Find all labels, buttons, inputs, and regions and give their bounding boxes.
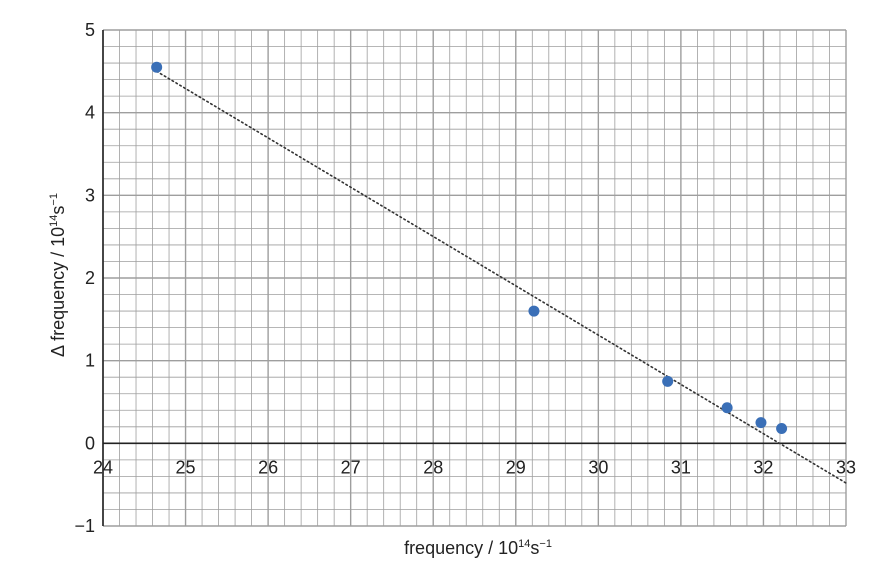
y-axis-label-exponent: 14 bbox=[48, 215, 60, 227]
x-tick-label: 32 bbox=[753, 457, 773, 477]
data-point bbox=[151, 61, 163, 73]
trendline-group bbox=[155, 70, 847, 484]
y-axis-label-unit-exponent: −1 bbox=[48, 193, 60, 206]
data-point bbox=[721, 402, 733, 414]
y-tick-label: 3 bbox=[85, 185, 95, 205]
data-point bbox=[528, 305, 540, 317]
x-tick-label: 28 bbox=[423, 457, 443, 477]
x-tick-label: 24 bbox=[93, 457, 113, 477]
y-tick-label: 0 bbox=[85, 433, 95, 453]
grid bbox=[102, 29, 847, 527]
x-tick-label: 30 bbox=[588, 457, 608, 477]
y-axis-label-main: Δ frequency / 10 bbox=[48, 227, 68, 357]
y-tick-label: 4 bbox=[85, 103, 95, 123]
x-tick-label: 25 bbox=[176, 457, 196, 477]
x-tick-label: 29 bbox=[506, 457, 526, 477]
x-axis-label-exponent: 14 bbox=[518, 538, 530, 550]
x-tick-label: 31 bbox=[671, 457, 691, 477]
data-points bbox=[151, 61, 788, 434]
x-axis-label: frequency / 1014s−1 bbox=[404, 538, 552, 558]
y-tick-label: 1 bbox=[85, 351, 95, 371]
trendline bbox=[155, 70, 847, 484]
y-tick-label: 5 bbox=[85, 20, 95, 40]
data-point bbox=[755, 417, 767, 429]
y-axis-label: Δ frequency / 1014s−1 bbox=[48, 193, 68, 357]
x-axis-label-main: frequency / 10 bbox=[404, 538, 518, 558]
x-tick-labels: 24 25 26 27 28 29 30 31 32 33 bbox=[93, 457, 856, 477]
data-point bbox=[662, 375, 674, 387]
y-axis-label-unit: s bbox=[48, 206, 68, 215]
y-tick-label: −1 bbox=[74, 516, 95, 536]
x-tick-label: 26 bbox=[258, 457, 278, 477]
x-axis-label-unit-exponent: −1 bbox=[539, 538, 552, 550]
y-tick-label: 2 bbox=[85, 268, 95, 288]
data-point bbox=[776, 422, 788, 434]
x-tick-label: 27 bbox=[341, 457, 361, 477]
y-tick-labels: −1 0 1 2 3 4 5 bbox=[74, 20, 95, 536]
x-tick-label: 33 bbox=[836, 457, 856, 477]
x-axis-label-unit: s bbox=[530, 538, 539, 558]
axes bbox=[102, 30, 846, 526]
